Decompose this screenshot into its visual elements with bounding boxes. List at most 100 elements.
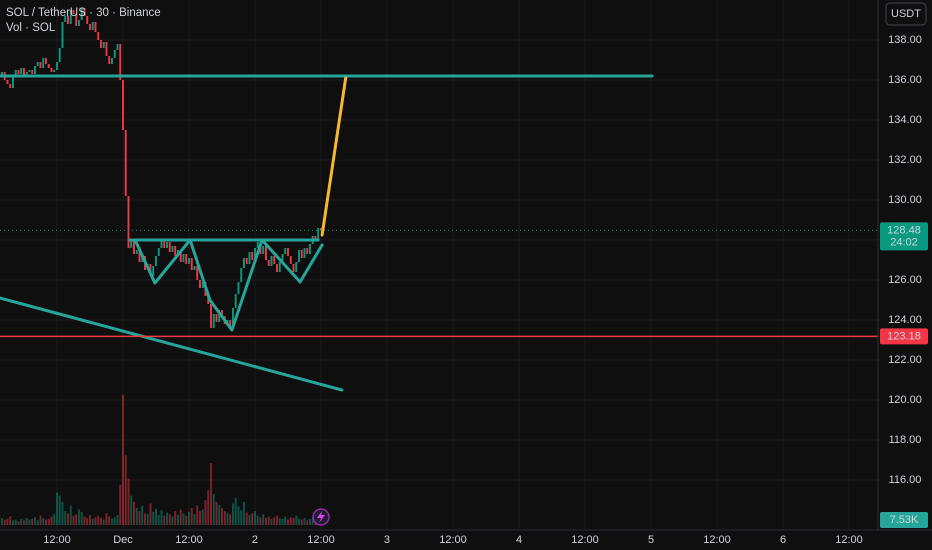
candle-body bbox=[155, 256, 157, 266]
candle-body bbox=[105, 42, 108, 56]
volume-bar bbox=[226, 512, 229, 525]
volume-bar bbox=[91, 518, 94, 525]
candle-body bbox=[273, 256, 276, 264]
volume-bar bbox=[97, 515, 100, 525]
candle-body bbox=[100, 40, 102, 48]
candle-body bbox=[61, 22, 64, 48]
y-tick-label: 130.00 bbox=[888, 194, 922, 206]
volume-bar bbox=[149, 503, 152, 525]
candle-body bbox=[215, 314, 218, 322]
volume-bar bbox=[20, 518, 23, 525]
currency-button[interactable] bbox=[885, 2, 927, 26]
y-tick-label: 124.00 bbox=[888, 314, 922, 326]
volume-bar bbox=[31, 518, 34, 525]
y-tick-label: 116.00 bbox=[889, 474, 922, 486]
candle-body bbox=[166, 242, 168, 248]
candle-body bbox=[9, 84, 12, 88]
candle-body bbox=[160, 240, 163, 248]
volume-bar bbox=[160, 510, 163, 525]
volume-bar bbox=[23, 520, 25, 525]
axes: 116.00 118.00 120.00 122.00 124.00 126.00 128.… bbox=[43, 34, 928, 546]
candle-body bbox=[50, 68, 53, 72]
volume-bar bbox=[12, 520, 14, 525]
candle-body bbox=[119, 44, 122, 80]
candle-body bbox=[199, 280, 201, 288]
volume-bar bbox=[111, 518, 113, 525]
volume-bar bbox=[135, 507, 138, 525]
candle-body bbox=[17, 70, 20, 74]
volume-bar bbox=[259, 517, 262, 525]
candle-body bbox=[317, 228, 320, 240]
candle-body bbox=[207, 296, 210, 304]
volume-bar bbox=[102, 519, 105, 525]
volume-bar bbox=[210, 463, 212, 525]
volume-bar bbox=[179, 509, 182, 525]
volume-bar bbox=[9, 516, 12, 525]
volume-layer bbox=[1, 395, 322, 525]
volume-bar bbox=[218, 504, 221, 525]
candle-body bbox=[287, 248, 289, 256]
volume-bar bbox=[130, 495, 133, 525]
y-tick-label: 118.00 bbox=[889, 434, 922, 446]
volume-bar bbox=[119, 484, 122, 525]
volume-bar bbox=[221, 507, 223, 525]
candle-body bbox=[127, 196, 130, 248]
volume-bar bbox=[276, 515, 278, 525]
volume-bar bbox=[300, 519, 303, 525]
volume-bar bbox=[94, 517, 97, 525]
y-tick-label: 126.00 bbox=[888, 274, 922, 286]
candle-body bbox=[116, 44, 119, 50]
x-tick-label: 4 bbox=[516, 534, 522, 546]
volume-bar bbox=[262, 514, 265, 525]
x-tick-label: 12:00 bbox=[439, 534, 467, 546]
y-tick-label: 138.00 bbox=[888, 34, 922, 46]
candle-body bbox=[292, 264, 295, 272]
volume-bar bbox=[193, 514, 196, 525]
volume-bar bbox=[229, 514, 232, 525]
volume-bar bbox=[292, 518, 295, 525]
candle-body bbox=[42, 58, 45, 68]
volume-bar bbox=[42, 518, 45, 525]
candle-body bbox=[267, 260, 270, 266]
x-tick-label: 12:00 bbox=[307, 534, 335, 546]
candle-body bbox=[232, 308, 234, 326]
candle-body bbox=[152, 266, 155, 276]
candle-body bbox=[212, 314, 215, 328]
volume-bar bbox=[185, 515, 188, 525]
candle-body bbox=[309, 244, 311, 254]
volume-bar bbox=[28, 519, 31, 525]
candle-body bbox=[278, 262, 281, 272]
volume-bar bbox=[281, 518, 284, 525]
candle-body bbox=[314, 236, 317, 240]
candle-body bbox=[135, 250, 138, 254]
volume-bar bbox=[256, 515, 259, 525]
candle-body bbox=[295, 262, 298, 272]
candle-body bbox=[53, 70, 56, 72]
candle-body bbox=[245, 258, 248, 264]
y-tick-label: 132.00 bbox=[888, 154, 922, 166]
volume-bar bbox=[36, 520, 39, 525]
symbol-title: SOL / TetherUS · 30 · Binance bbox=[6, 7, 161, 19]
candle-body bbox=[130, 240, 133, 248]
volume-bar bbox=[141, 505, 144, 525]
candle-body bbox=[193, 266, 196, 270]
volume-bar bbox=[166, 512, 168, 525]
volume-bar bbox=[86, 518, 89, 525]
x-tick-label: 12:00 bbox=[835, 534, 863, 546]
volume-bar bbox=[122, 395, 124, 525]
candle-body bbox=[108, 56, 111, 64]
volume-bar bbox=[116, 514, 119, 525]
volume-bar bbox=[248, 514, 251, 525]
candle-body bbox=[124, 130, 127, 196]
currency-label[interactable]: USDT bbox=[891, 8, 921, 20]
volume-bar bbox=[287, 519, 289, 525]
volume-bar bbox=[240, 510, 243, 525]
volume-bar bbox=[204, 500, 207, 525]
candle-body bbox=[284, 248, 287, 254]
drawing-line bbox=[0, 296, 344, 392]
candle-body bbox=[80, 8, 83, 20]
x-tick-label: 12:00 bbox=[703, 534, 731, 546]
candle-body bbox=[237, 282, 240, 294]
candle-body bbox=[72, 10, 75, 14]
